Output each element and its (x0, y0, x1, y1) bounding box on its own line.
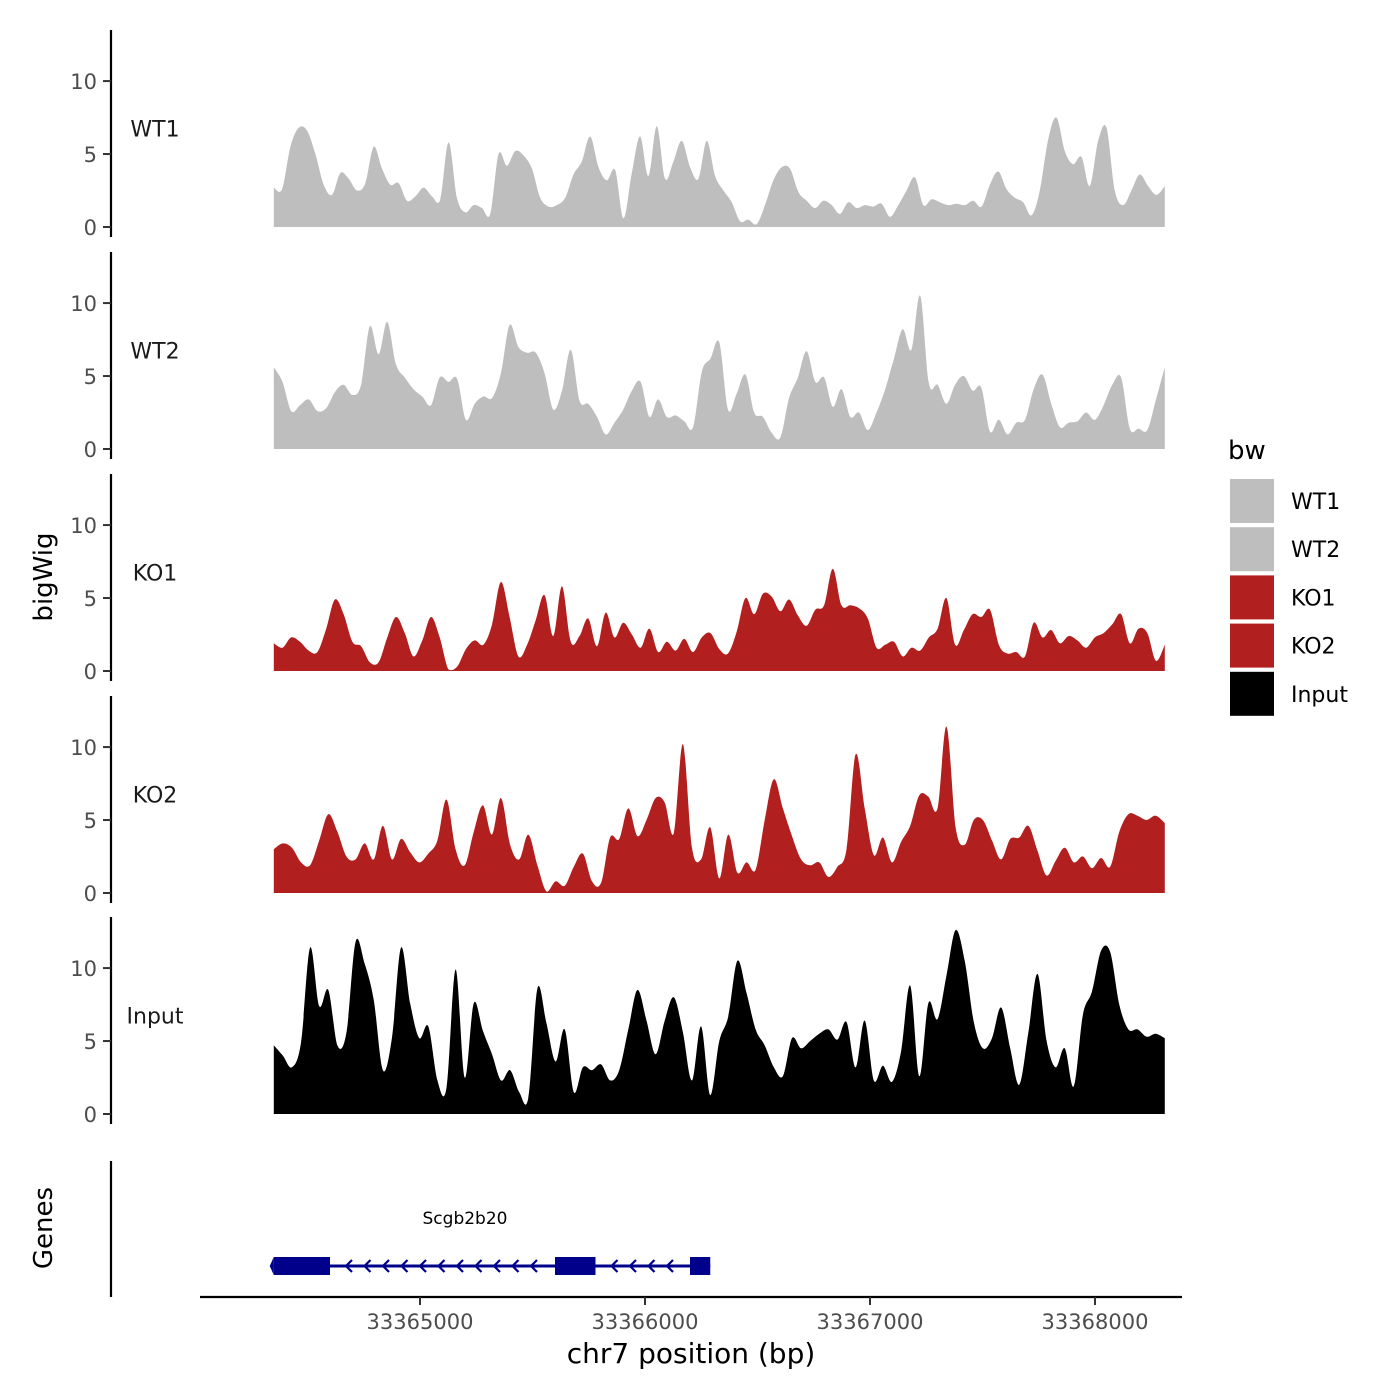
legend-key-ko1 (1230, 575, 1274, 620)
gene-tip (269, 1257, 274, 1275)
legend-label-wt2: WT2 (1291, 538, 1340, 563)
y-tick-label: 10 (70, 736, 97, 760)
track-panel-ko1: 0 5 10 KO1 (70, 474, 1165, 684)
track-label-ko2: KO2 (133, 784, 178, 809)
x-tick-label: 33368000 (1042, 1310, 1149, 1334)
legend-key-wt2 (1230, 527, 1274, 572)
gene-model (269, 1257, 711, 1275)
y-tick-label: 5 (84, 365, 97, 389)
strand-arrow-icon (418, 1259, 427, 1273)
strand-arrow-icon (492, 1259, 501, 1273)
strand-arrow-icon (609, 1259, 619, 1273)
strand-arrow-icon (510, 1259, 520, 1273)
strand-arrow-icon (381, 1259, 390, 1273)
legend-title: bw (1228, 436, 1266, 466)
x-tick-label: 33365000 (367, 1310, 474, 1334)
genes-axis-title: Genes (29, 1187, 59, 1269)
track-panels: 0 5 10 WT1 0 5 10 WT2 0 5 10 KO1 0 5 10 KO2 0 5 10 Input (70, 30, 1165, 1127)
x-axis-title: chr7 position (bp) (567, 1337, 816, 1370)
gene-exon (690, 1257, 711, 1275)
legend: bw WT1 WT2 KO1 KO2 Input (1228, 436, 1348, 716)
y-tick-label: 5 (84, 809, 97, 833)
strand-arrow-icon (646, 1259, 656, 1273)
track-label-wt2: WT2 (130, 340, 179, 365)
legend-label-input: Input (1291, 683, 1348, 708)
y-axis-title: bigWig (29, 532, 59, 621)
area-wt2 (273, 295, 1165, 449)
strand-arrow-icon (436, 1259, 446, 1273)
track-panel-ko2: 0 5 10 KO2 (70, 696, 1165, 906)
y-tick-label: 10 (70, 514, 97, 538)
strand-arrow-icon (399, 1259, 409, 1273)
y-tick-label: 5 (84, 587, 97, 611)
y-tick-label: 0 (84, 438, 97, 462)
gene-label: Scgb2b20 (423, 1209, 508, 1229)
legend-key-wt1 (1230, 479, 1274, 523)
strand-arrow-icon (665, 1259, 674, 1273)
y-tick-label: 10 (70, 292, 97, 316)
strand-arrow-icon (362, 1259, 372, 1273)
y-tick-label: 10 (70, 957, 97, 981)
x-tick-label: 33366000 (592, 1310, 699, 1334)
track-label-wt1: WT1 (130, 118, 179, 143)
gene-track: Scgb2b20 (109, 1161, 711, 1297)
legend-key-input (1230, 671, 1274, 716)
area-ko1 (273, 568, 1165, 671)
track-panel-wt2: 0 5 10 WT2 (70, 252, 1165, 462)
y-tick-label: 10 (70, 70, 97, 94)
area-input (273, 929, 1165, 1114)
y-tick-label: 5 (84, 143, 97, 167)
strand-arrow-icon (628, 1259, 637, 1273)
strand-arrow-icon (344, 1259, 353, 1273)
track-label-ko1: KO1 (133, 562, 178, 587)
track-panel-input: 0 5 10 Input (70, 917, 1165, 1127)
gene-exon (555, 1257, 596, 1275)
area-ko2 (273, 726, 1165, 893)
legend-label-ko2: KO2 (1291, 635, 1336, 660)
gene-exon (273, 1257, 330, 1275)
legend-key-ko2 (1230, 623, 1274, 668)
area-wt1 (273, 117, 1165, 227)
x-axis: 33365000 33366000 33367000 33368000 (200, 1295, 1182, 1334)
y-tick-label: 0 (84, 882, 97, 906)
strand-arrow-icon (455, 1259, 464, 1273)
legend-label-wt1: WT1 (1291, 490, 1340, 515)
x-tick-label: 33367000 (817, 1310, 924, 1334)
track-label-input: Input (127, 1005, 184, 1030)
track-panel-wt1: 0 5 10 WT1 (70, 30, 1165, 240)
y-tick-label: 0 (84, 216, 97, 240)
strand-arrow-icon (473, 1259, 483, 1273)
y-tick-label: 0 (84, 1103, 97, 1127)
strand-arrow-icon (529, 1259, 538, 1273)
y-tick-label: 0 (84, 660, 97, 684)
y-tick-label: 5 (84, 1030, 97, 1054)
legend-label-ko1: KO1 (1291, 586, 1336, 611)
